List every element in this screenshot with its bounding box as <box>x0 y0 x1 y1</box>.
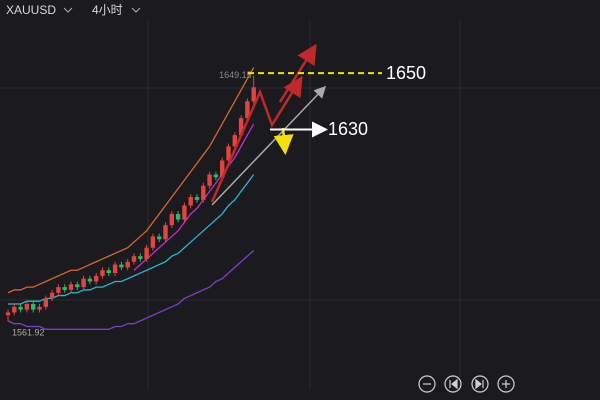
candle-body <box>213 174 219 178</box>
candle-body <box>226 146 231 161</box>
timeframe-dropdown[interactable] <box>131 7 141 13</box>
candle-body <box>31 304 36 310</box>
high-label: 1649.15 <box>219 70 252 80</box>
candle-body <box>94 275 99 282</box>
candle-body <box>106 270 111 274</box>
indicator-line <box>7 67 255 294</box>
grid <box>0 20 600 390</box>
candle-body <box>232 135 237 147</box>
candle-body <box>251 87 256 102</box>
gray-arrow <box>211 85 327 206</box>
prev-button[interactable] <box>444 375 462 393</box>
candle-body <box>169 213 174 226</box>
candle-body <box>68 284 74 290</box>
red-arrow <box>278 43 317 103</box>
candle-body <box>144 247 149 259</box>
symbol[interactable]: XAUUSD <box>6 3 56 17</box>
candle-body <box>157 236 162 240</box>
toolbar <box>418 375 515 393</box>
candle-body <box>194 197 200 200</box>
next-button[interactable] <box>471 375 489 393</box>
candle-body <box>131 256 137 262</box>
candle-body <box>119 264 124 268</box>
candle-body <box>207 174 212 186</box>
indicator-line <box>133 123 255 271</box>
candle-body <box>201 185 206 200</box>
plot: 1649.15 1561.92 <box>5 67 256 337</box>
yellow-arrow <box>273 127 294 155</box>
level-label: 1630 <box>328 119 368 139</box>
candle-body <box>150 236 156 248</box>
candle-body <box>12 306 17 313</box>
candle-body <box>163 225 168 240</box>
level-label: 1650 <box>386 63 426 83</box>
low-label: 1561.92 <box>12 327 45 337</box>
candle-body <box>49 292 55 299</box>
candle-body <box>125 261 130 268</box>
candle-body <box>245 101 250 119</box>
zoom-in-button[interactable] <box>497 375 515 393</box>
candle-body <box>238 118 244 136</box>
red-arrow <box>210 75 303 203</box>
candle-body <box>43 298 48 307</box>
candle-body <box>62 287 67 290</box>
candle-body <box>75 284 80 288</box>
symbol-dropdown[interactable] <box>63 7 73 13</box>
candle-body <box>5 312 11 316</box>
candle-body <box>112 264 118 274</box>
candle-body <box>182 205 187 220</box>
candle-body <box>18 306 23 310</box>
candle-body <box>175 213 181 220</box>
annotations <box>210 43 327 206</box>
candle-body <box>81 278 86 288</box>
candle-body <box>138 256 143 259</box>
indicator-line <box>7 250 255 330</box>
candle-body <box>87 278 93 282</box>
indicator-line <box>8 174 255 305</box>
candle-body <box>188 197 193 206</box>
timeframe[interactable]: 4小时 <box>92 3 123 17</box>
candle-body <box>37 306 42 310</box>
zoom-out-button[interactable] <box>418 375 436 393</box>
candle-body <box>24 304 30 310</box>
candle-body <box>56 287 61 293</box>
candle-body <box>100 270 105 276</box>
candle-body <box>220 160 225 178</box>
